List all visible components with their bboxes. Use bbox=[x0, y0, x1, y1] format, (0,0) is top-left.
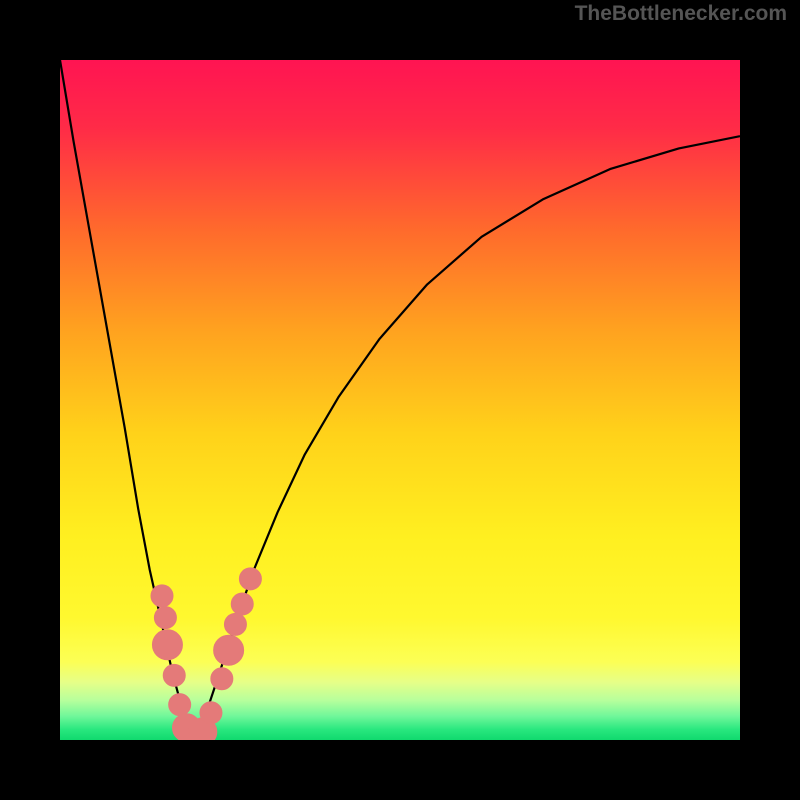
chart-svg-layer bbox=[60, 60, 740, 740]
curve-marker bbox=[163, 664, 185, 686]
curve-marker bbox=[151, 585, 173, 607]
curve-marker bbox=[152, 630, 182, 660]
chart-plot-area bbox=[60, 60, 740, 740]
curve-marker bbox=[154, 607, 176, 629]
curve-marker bbox=[231, 593, 253, 615]
curve-marker bbox=[214, 635, 244, 665]
curve-marker bbox=[169, 694, 191, 716]
curve-marker bbox=[224, 613, 246, 635]
curve-marker bbox=[200, 702, 222, 724]
curve-marker bbox=[211, 668, 233, 690]
curve-marker bbox=[239, 568, 261, 590]
watermark-text: TheBottlenecker.com bbox=[575, 2, 787, 26]
